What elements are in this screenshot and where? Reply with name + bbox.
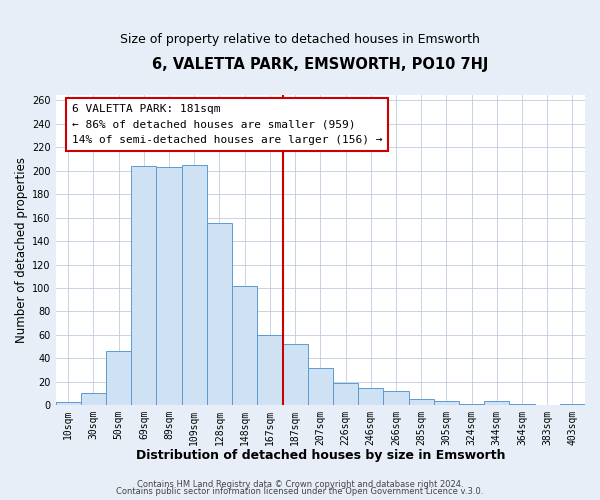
Bar [157,167,182,405]
Bar [383,391,409,405]
Bar [484,400,509,405]
Bar [409,400,434,405]
Bar [81,394,106,405]
Bar [182,165,207,405]
Bar [257,335,283,405]
Bar [358,388,383,405]
Bar [308,368,333,405]
Text: Size of property relative to detached houses in Emsworth: Size of property relative to detached ho… [120,32,480,46]
Text: 6 VALETTA PARK: 181sqm
← 86% of detached houses are smaller (959)
14% of semi-de: 6 VALETTA PARK: 181sqm ← 86% of detached… [71,104,382,145]
Bar [333,383,358,405]
X-axis label: Distribution of detached houses by size in Emsworth: Distribution of detached houses by size … [136,450,505,462]
Text: Contains public sector information licensed under the Open Government Licence v.: Contains public sector information licen… [116,488,484,496]
Bar [232,286,257,405]
Bar [560,404,585,405]
Text: Contains HM Land Registry data © Crown copyright and database right 2024.: Contains HM Land Registry data © Crown c… [137,480,463,489]
Bar [459,404,484,405]
Bar [509,404,535,405]
Bar [283,344,308,405]
Title: 6, VALETTA PARK, EMSWORTH, PO10 7HJ: 6, VALETTA PARK, EMSWORTH, PO10 7HJ [152,58,488,72]
Bar [207,224,232,405]
Bar [131,166,157,405]
Bar [106,352,131,405]
Bar [434,400,459,405]
Bar [56,402,81,405]
Y-axis label: Number of detached properties: Number of detached properties [15,157,28,343]
